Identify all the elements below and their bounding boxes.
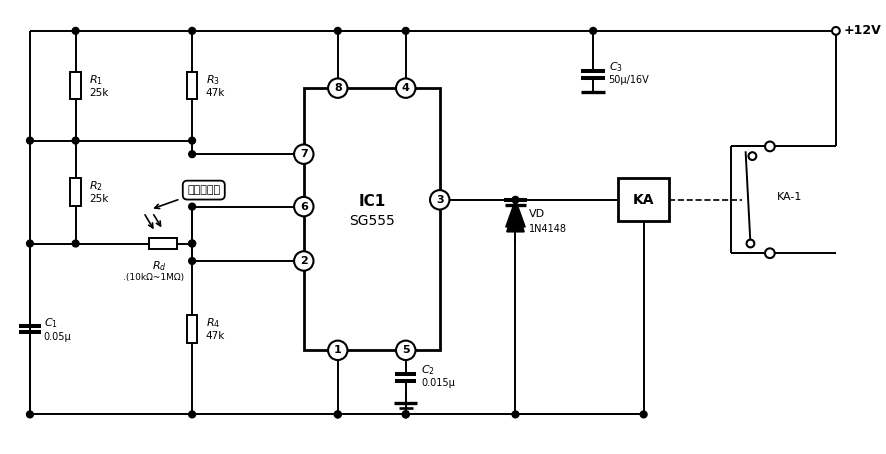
- Circle shape: [765, 142, 774, 151]
- Circle shape: [747, 240, 754, 247]
- Circle shape: [72, 137, 79, 144]
- Circle shape: [189, 137, 196, 144]
- Circle shape: [294, 251, 314, 271]
- Circle shape: [72, 240, 79, 247]
- Circle shape: [294, 144, 314, 164]
- Circle shape: [749, 152, 757, 160]
- Circle shape: [189, 203, 196, 210]
- Text: 光敏电阵器: 光敏电阵器: [187, 185, 221, 195]
- Text: $R_3$: $R_3$: [206, 73, 220, 87]
- Text: +12V: +12V: [843, 25, 882, 37]
- Circle shape: [402, 27, 409, 34]
- Text: 1: 1: [334, 345, 342, 355]
- Circle shape: [27, 240, 34, 247]
- Circle shape: [402, 411, 409, 418]
- Text: 50μ/16V: 50μ/16V: [609, 75, 649, 85]
- Circle shape: [189, 240, 196, 247]
- Text: .(10kΩ~1MΩ): .(10kΩ~1MΩ): [123, 273, 184, 281]
- Circle shape: [334, 411, 341, 418]
- Circle shape: [832, 27, 840, 35]
- Text: 2: 2: [300, 256, 307, 266]
- Text: $C_1$: $C_1$: [43, 316, 58, 330]
- Text: 7: 7: [300, 149, 307, 159]
- Circle shape: [641, 411, 647, 418]
- Circle shape: [27, 137, 34, 144]
- Text: 6: 6: [299, 202, 307, 212]
- Bar: [70, 178, 81, 206]
- Text: $C_3$: $C_3$: [609, 60, 623, 74]
- Text: KA-1: KA-1: [777, 192, 802, 202]
- Circle shape: [189, 27, 196, 34]
- Text: KA: KA: [633, 193, 655, 207]
- Bar: [304, 88, 439, 350]
- Polygon shape: [506, 200, 525, 227]
- Text: $R_1$: $R_1$: [89, 73, 103, 87]
- Text: 5: 5: [402, 345, 409, 355]
- Circle shape: [334, 27, 341, 34]
- Text: $C_2$: $C_2$: [421, 363, 435, 377]
- Circle shape: [430, 190, 449, 210]
- Text: $R_2$: $R_2$: [89, 179, 103, 193]
- Text: $R_d$: $R_d$: [152, 259, 167, 273]
- Bar: [150, 238, 176, 249]
- Text: SG555: SG555: [349, 214, 394, 228]
- Text: 47k: 47k: [206, 88, 225, 98]
- Circle shape: [590, 27, 596, 34]
- Circle shape: [334, 411, 341, 418]
- Circle shape: [27, 411, 34, 418]
- Circle shape: [512, 411, 519, 418]
- Circle shape: [72, 27, 79, 34]
- Circle shape: [328, 79, 347, 98]
- Text: IC1: IC1: [358, 194, 385, 209]
- Circle shape: [294, 197, 314, 216]
- Circle shape: [402, 411, 409, 418]
- Text: 1N4148: 1N4148: [529, 224, 567, 234]
- Polygon shape: [507, 205, 525, 232]
- Circle shape: [765, 248, 774, 258]
- Text: 8: 8: [334, 83, 342, 93]
- Bar: [187, 316, 198, 343]
- Text: 47k: 47k: [206, 331, 225, 341]
- Circle shape: [189, 257, 196, 264]
- Text: 0.015μ: 0.015μ: [421, 378, 455, 388]
- Circle shape: [396, 79, 416, 98]
- Bar: [70, 72, 81, 99]
- Text: 3: 3: [436, 195, 444, 205]
- Circle shape: [512, 197, 519, 203]
- Text: $R_4$: $R_4$: [206, 316, 220, 330]
- Text: 25k: 25k: [89, 194, 109, 204]
- Circle shape: [328, 340, 347, 360]
- Text: 25k: 25k: [89, 88, 109, 98]
- Circle shape: [189, 411, 196, 418]
- Circle shape: [189, 151, 196, 158]
- Text: 0.05μ: 0.05μ: [43, 332, 71, 342]
- Text: VD: VD: [529, 209, 545, 219]
- Bar: [618, 178, 669, 221]
- Circle shape: [189, 240, 196, 247]
- Bar: [187, 72, 198, 99]
- Text: 4: 4: [402, 83, 409, 93]
- Circle shape: [396, 340, 416, 360]
